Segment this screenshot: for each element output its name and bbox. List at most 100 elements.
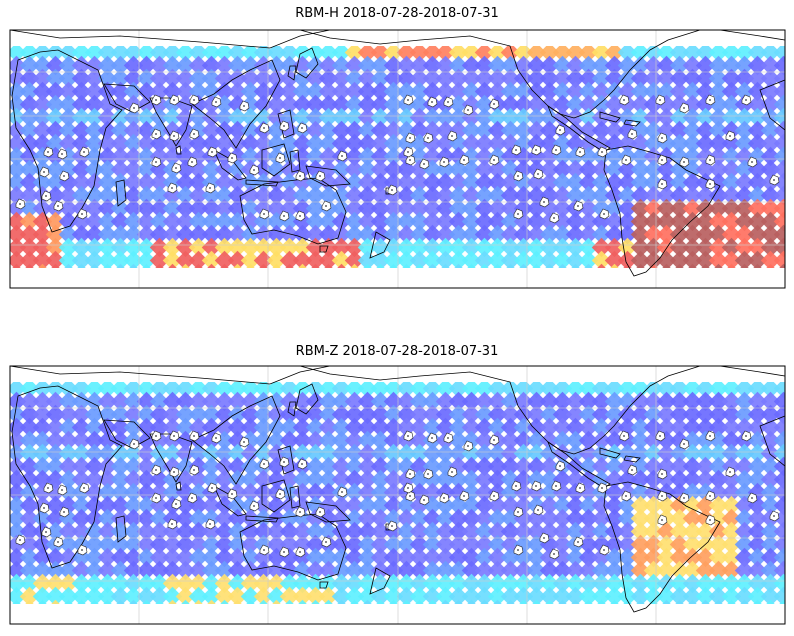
station-marker (741, 94, 752, 106)
station-marker (405, 468, 416, 480)
station-marker (679, 156, 690, 168)
station-marker (321, 536, 332, 548)
station-marker (59, 170, 70, 182)
station-marker (459, 154, 470, 166)
station-marker (679, 492, 690, 504)
station-marker (259, 544, 270, 556)
station-marker (489, 434, 500, 446)
coastlines (9, 29, 786, 277)
station-marker (513, 208, 524, 220)
panel-title-rbm-z: RBM-Z 2018-07-28-2018-07-31 (295, 344, 499, 359)
station-marker (41, 190, 52, 202)
station-marker (169, 94, 180, 106)
station-marker (555, 460, 566, 472)
station-marker (705, 154, 716, 166)
panel-title-rbm-h: RBM-H 2018-07-28-2018-07-31 (295, 6, 499, 21)
station-marker (167, 182, 178, 194)
station-marker (295, 546, 306, 558)
station-marker (549, 548, 560, 560)
station-marker (239, 436, 250, 448)
station-marker (151, 156, 162, 168)
station-marker (533, 168, 544, 180)
station-marker (39, 502, 50, 514)
station-marker (741, 430, 752, 442)
station-marker (423, 468, 434, 480)
station-marker (403, 94, 414, 106)
station-marker (187, 156, 198, 168)
station-marker (747, 156, 758, 168)
station-marker (511, 480, 522, 492)
station-marker (419, 494, 430, 506)
station-marker (705, 430, 716, 442)
station-marker (599, 544, 610, 556)
station-marker (79, 482, 90, 494)
station-marker (427, 96, 438, 108)
station-marker (129, 102, 140, 114)
station-marker (489, 98, 500, 110)
station-marker (59, 506, 70, 518)
station-marker (489, 490, 500, 502)
station-marker (189, 128, 200, 140)
map-panel-rbm-h (0, 29, 794, 289)
station-marker (679, 102, 690, 114)
station-marker (15, 198, 26, 210)
station-marker (53, 200, 64, 212)
station-marker (655, 94, 666, 106)
station-marker (187, 492, 198, 504)
coastlines (9, 365, 786, 613)
station-marker (655, 430, 666, 442)
station-marker (295, 506, 306, 518)
station-marker (295, 170, 306, 182)
station-marker (279, 546, 290, 558)
station-marker (279, 210, 290, 222)
station-marker (39, 166, 50, 178)
station-marker (443, 432, 454, 444)
station-marker (489, 154, 500, 166)
station-marker (53, 536, 64, 548)
station-marker (573, 536, 584, 548)
station-marker (705, 490, 716, 502)
station-marker (207, 482, 218, 494)
station-marker (403, 482, 414, 494)
station-marker (549, 212, 560, 224)
station-marker (239, 100, 250, 112)
station-marker (539, 196, 550, 208)
station-marker (57, 484, 68, 496)
station-marker (259, 208, 270, 220)
station-marker (43, 146, 54, 158)
station-marker (189, 464, 200, 476)
station-marker (151, 430, 162, 442)
station-marker (423, 132, 434, 144)
station-marker (41, 526, 52, 538)
station-marker (211, 96, 222, 108)
station-marker (597, 146, 608, 158)
station-marker (725, 130, 736, 142)
station-marker (439, 492, 450, 504)
station-marker (337, 486, 348, 498)
station-marker (249, 500, 260, 512)
station-marker (337, 150, 348, 162)
station-markers (15, 430, 780, 560)
station-marker (211, 432, 222, 444)
station-marker (657, 154, 668, 166)
station-marker (539, 532, 550, 544)
station-marker (207, 146, 218, 158)
station-marker (167, 518, 178, 530)
station-marker (171, 162, 182, 174)
station-marker (151, 464, 162, 476)
station-marker (679, 438, 690, 450)
station-markers (15, 94, 780, 224)
station-marker (657, 490, 668, 502)
station-marker (151, 128, 162, 140)
station-marker (297, 122, 308, 134)
station-marker (169, 466, 180, 478)
station-marker (387, 184, 398, 196)
station-marker (657, 514, 668, 526)
station-marker (443, 96, 454, 108)
station-marker (769, 174, 780, 186)
station-marker (575, 146, 586, 158)
station-marker (599, 208, 610, 220)
station-marker (297, 458, 308, 470)
station-marker (43, 482, 54, 494)
station-marker (387, 520, 398, 532)
